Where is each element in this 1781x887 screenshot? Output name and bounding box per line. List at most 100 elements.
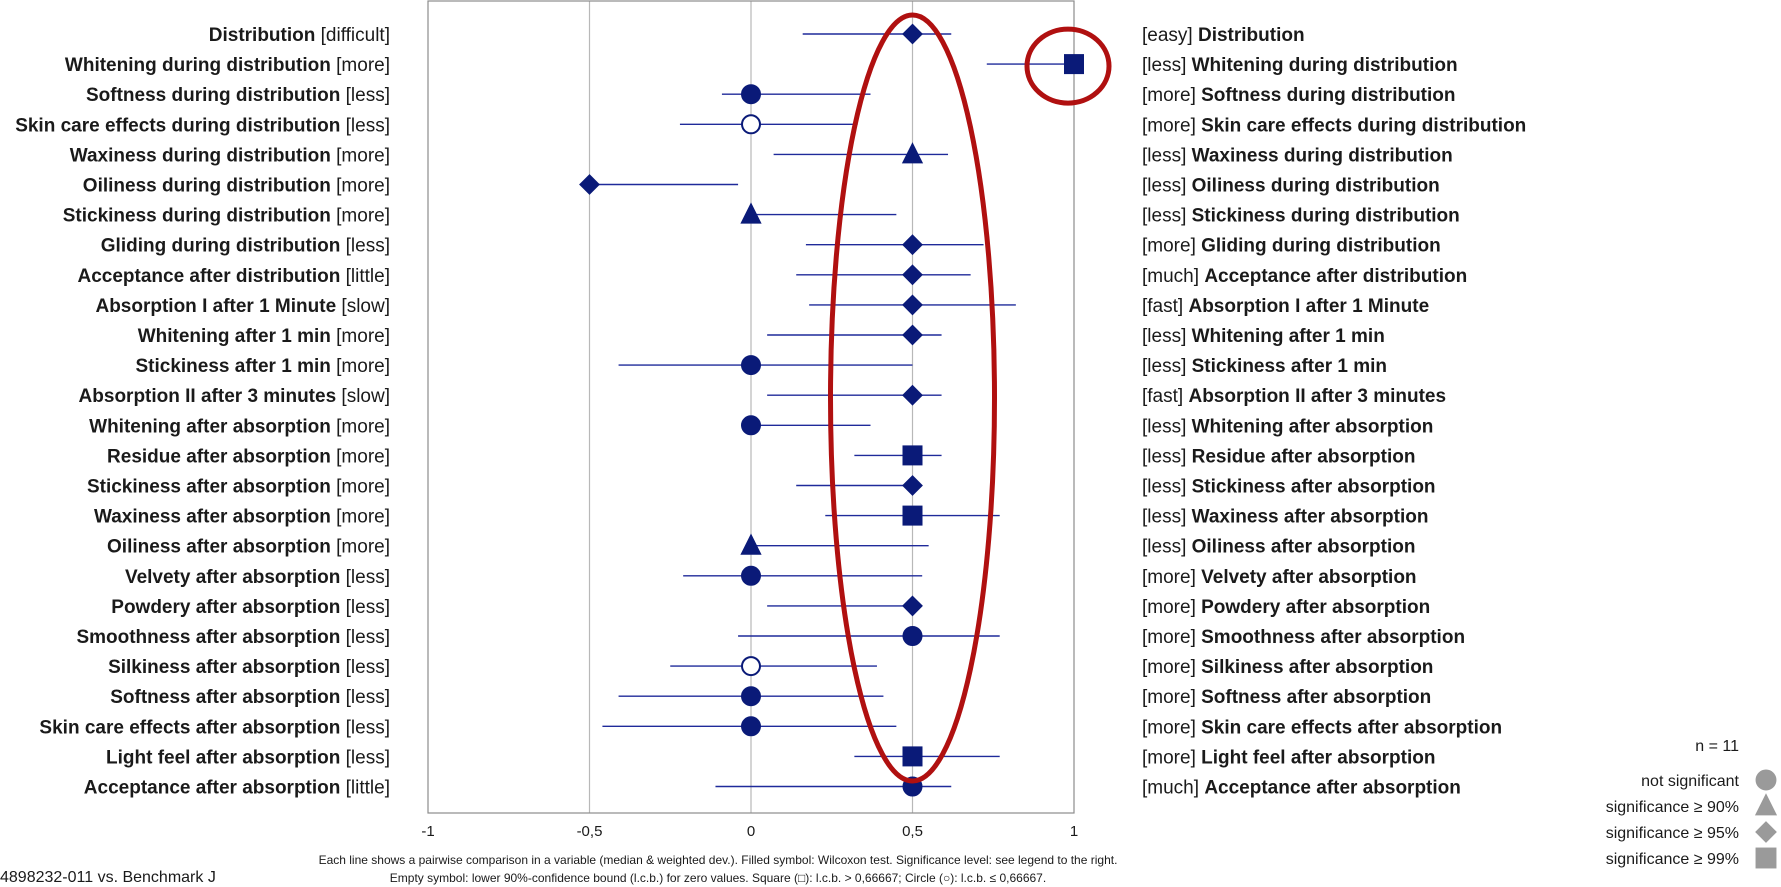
right-bracket: [less] bbox=[1142, 507, 1192, 528]
right-bracket: [much] bbox=[1142, 778, 1204, 799]
median-marker bbox=[902, 23, 923, 45]
left-label: Acceptance after absorption [little] bbox=[84, 778, 390, 799]
comparison-row: Distribution [difficult] [easy] Distribut… bbox=[209, 23, 1305, 46]
left-variable: Whitening after 1 min bbox=[138, 326, 336, 347]
legend-triangle-icon bbox=[1754, 793, 1778, 816]
median-marker bbox=[902, 505, 923, 526]
left-label: Light feel after absorption [less] bbox=[106, 747, 390, 768]
right-bracket: [less] bbox=[1142, 206, 1192, 227]
left-variable: Skin care effects after absorption bbox=[39, 717, 345, 738]
left-bracket: [less] bbox=[346, 687, 390, 708]
left-bracket: [less] bbox=[346, 657, 390, 678]
left-bracket: [less] bbox=[346, 717, 390, 738]
right-label: [more] Velvety after absorption bbox=[1142, 567, 1417, 588]
right-variable: Gliding during distribution bbox=[1201, 236, 1441, 257]
comparison-row: Powdery after absorption [less] [more] Po… bbox=[111, 595, 1430, 618]
comparison-row: Light feel after absorption [less] [more]… bbox=[106, 746, 1435, 768]
right-variable: Whitening during distribution bbox=[1192, 55, 1458, 76]
right-label: [more] Light feel after absorption bbox=[1142, 747, 1435, 768]
left-label: Skin care effects during distribution [l… bbox=[15, 115, 390, 136]
left-label: Absorption II after 3 minutes [slow] bbox=[79, 386, 390, 407]
left-variable: Oiliness after absorption bbox=[107, 537, 336, 558]
right-bracket: [easy] bbox=[1142, 25, 1198, 46]
right-variable: Skin care effects during distribution bbox=[1201, 115, 1526, 136]
right-bracket: [more] bbox=[1142, 236, 1201, 257]
left-bracket: [more] bbox=[336, 356, 390, 377]
left-variable: Gliding during distribution bbox=[101, 236, 346, 257]
left-bracket: [less] bbox=[346, 747, 390, 768]
comparison-row: Silkiness after absorption [less] [more] … bbox=[108, 656, 1433, 678]
right-bracket: [more] bbox=[1142, 717, 1201, 738]
median-marker bbox=[741, 114, 761, 135]
comparison-row: Stickiness after absorption [more] [less]… bbox=[87, 475, 1436, 498]
left-variable: Waxiness after absorption bbox=[94, 507, 336, 528]
median-marker bbox=[741, 355, 761, 376]
right-bracket: [less] bbox=[1142, 145, 1192, 166]
left-bracket: [little] bbox=[346, 778, 390, 799]
left-label: Stickiness after 1 min [more] bbox=[135, 356, 390, 377]
median-marker bbox=[741, 686, 761, 707]
product-label: 4898232-011 vs. Benchmark J bbox=[0, 869, 216, 886]
right-variable: Absorption I after 1 Minute bbox=[1188, 296, 1429, 317]
left-variable: Absorption II after 3 minutes bbox=[79, 386, 342, 407]
median-marker bbox=[741, 565, 761, 586]
right-bracket: [more] bbox=[1142, 115, 1201, 136]
median-marker bbox=[902, 626, 923, 646]
right-label: [fast] Absorption I after 1 Minute bbox=[1142, 296, 1429, 317]
left-label: Residue after absorption [more] bbox=[107, 446, 390, 467]
right-label: [less] Whitening after absorption bbox=[1142, 416, 1433, 437]
left-variable: Velvety after absorption bbox=[125, 567, 346, 588]
left-bracket: [difficult] bbox=[321, 25, 390, 46]
comparison-row: Oiliness after absorption [more] [less] O… bbox=[107, 533, 1415, 558]
median-marker bbox=[579, 174, 600, 195]
left-variable: Softness after absorption bbox=[110, 687, 345, 708]
right-variable: Residue after absorption bbox=[1192, 446, 1416, 467]
right-bracket: [more] bbox=[1142, 85, 1201, 106]
right-variable: Oiliness during distribution bbox=[1192, 176, 1440, 197]
left-label: Oiliness during distribution [more] bbox=[83, 176, 390, 197]
left-label: Waxiness during distribution [more] bbox=[70, 145, 390, 166]
left-label: Smoothness after absorption [less] bbox=[76, 627, 390, 648]
right-bracket: [less] bbox=[1142, 326, 1192, 347]
right-label: [less] Stickiness after absorption bbox=[1142, 477, 1436, 498]
highlight-annotations bbox=[828, 12, 1112, 784]
right-label: [more] Smoothness after absorption bbox=[1142, 627, 1465, 648]
right-variable: Softness after absorption bbox=[1201, 687, 1431, 708]
x-tick-label: 0 bbox=[747, 823, 755, 840]
comparison-row: Softness during distribution [less] [more… bbox=[86, 84, 1456, 106]
left-bracket: [less] bbox=[346, 627, 390, 648]
median-marker bbox=[902, 384, 923, 406]
legend-label: significance ≥ 90% bbox=[1606, 799, 1739, 816]
right-bracket: [more] bbox=[1142, 627, 1201, 648]
right-variable: Stickiness after 1 min bbox=[1192, 356, 1387, 377]
right-label: [more] Skin care effects during distribu… bbox=[1142, 115, 1526, 136]
left-variable: Skin care effects during distribution bbox=[15, 115, 345, 136]
left-bracket: [more] bbox=[336, 206, 390, 227]
left-variable: Powdery after absorption bbox=[111, 597, 345, 618]
left-label: Stickiness after absorption [more] bbox=[87, 477, 390, 498]
plot-frame bbox=[427, 0, 1075, 814]
right-label: [less] Waxiness during distribution bbox=[1142, 145, 1453, 166]
left-label: Whitening after 1 min [more] bbox=[138, 326, 390, 347]
right-variable: Acceptance after distribution bbox=[1204, 266, 1467, 287]
right-variable: Absorption II after 3 minutes bbox=[1188, 386, 1446, 407]
comparison-row: Smoothness after absorption [less] [more]… bbox=[76, 626, 1465, 648]
legend-label: significance ≥ 95% bbox=[1606, 825, 1739, 842]
comparison-row: Velvety after absorption [less] [more] Ve… bbox=[125, 565, 1417, 588]
left-bracket: [less] bbox=[346, 236, 390, 257]
left-bracket: [more] bbox=[336, 416, 390, 437]
left-variable: Absorption I after 1 Minute bbox=[95, 296, 341, 317]
median-marker bbox=[902, 746, 923, 767]
left-bracket: [more] bbox=[336, 537, 390, 558]
x-tick-label: -0,5 bbox=[577, 823, 603, 840]
comparison-row: Waxiness during distribution [more] [less… bbox=[70, 142, 1453, 166]
right-bracket: [fast] bbox=[1142, 386, 1188, 407]
legend-label: significance ≥ 99% bbox=[1606, 851, 1739, 868]
left-label: Waxiness after absorption [more] bbox=[94, 507, 390, 528]
median-marker bbox=[902, 234, 923, 256]
right-bracket: [less] bbox=[1142, 446, 1192, 467]
right-label: [less] Stickiness after 1 min bbox=[1142, 356, 1387, 377]
footnote-line-1: Each line shows a pairwise comparison in… bbox=[319, 853, 1118, 867]
right-bracket: [less] bbox=[1142, 176, 1192, 197]
